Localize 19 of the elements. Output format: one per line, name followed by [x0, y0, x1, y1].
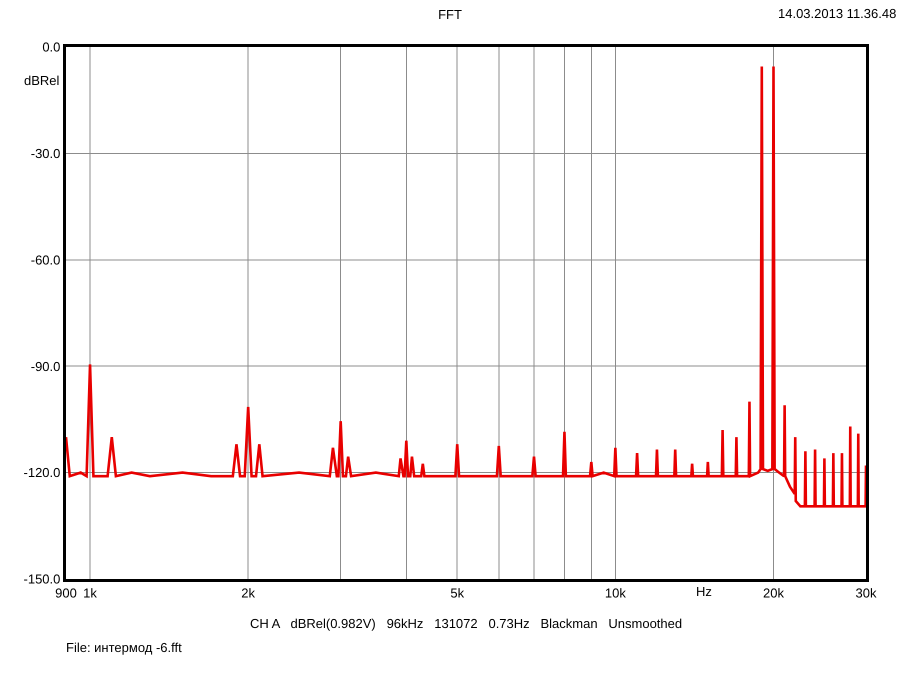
x-tick-label: 2k [241, 586, 256, 601]
y-tick-label: -60.0 [30, 252, 60, 268]
text: 14.03.2013 11.36.48 [778, 6, 896, 21]
x-tick-label: 10k [604, 586, 626, 601]
x-tick-label: 30k [856, 586, 877, 601]
y-tick-label: 0.0 [42, 40, 60, 55]
x-tick-label: 1k [83, 586, 98, 601]
x-tick-label: 5k [450, 586, 465, 601]
x-tick-label: 900 [55, 586, 77, 601]
y-tick-label: -90.0 [30, 358, 60, 374]
y-tick-label: -150.0 [24, 572, 60, 587]
x-tick-label: 20k [763, 586, 784, 601]
chart-title: FFT [438, 7, 462, 22]
y-axis-title: dBRel [24, 73, 60, 88]
text: CH A dBRel(0.982V) 96kHz 131072 0.73Hz Blackman Unsmoothed [250, 616, 682, 631]
x-axis-title: Hz [696, 584, 712, 599]
y-tick-label: -30.0 [30, 146, 60, 161]
y-tick-label: -120.0 [24, 465, 60, 480]
text: File: интермод -6.fft [66, 640, 182, 655]
